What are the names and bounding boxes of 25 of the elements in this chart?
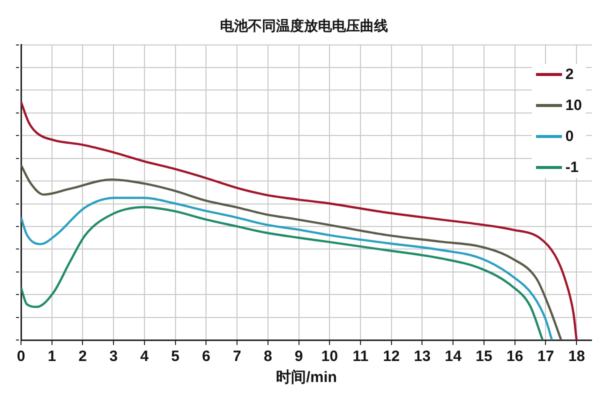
legend-label: -1 [565,159,579,176]
x-tick-label: 1 [48,348,56,366]
x-tick-label: 0 [16,348,26,366]
x-tick-label: 13 [414,348,431,366]
x-tick-label: 5 [171,348,180,366]
x-tick-label: 10 [321,348,338,366]
x-tick-label: 18 [568,348,585,366]
x-tick-label: 15 [476,348,492,366]
x-tick-label: 4 [140,348,150,366]
x-axis-title: 时间/min [276,369,337,386]
legend-label: 2 [565,66,574,83]
x-tick-label: 17 [537,348,554,366]
x-tick-label: 7 [232,348,242,366]
x-tick-label: 2 [78,348,87,366]
x-tick-label: 8 [264,348,272,366]
legend-label: 10 [565,97,582,114]
x-tick-label: 12 [383,348,400,366]
x-tick-label: 11 [352,348,368,366]
x-tick-label: 14 [444,348,462,366]
chart-title: 电池不同温度放电电压曲线 [220,17,388,34]
x-tick-label: 3 [109,348,118,366]
legend-label: 0 [565,128,574,145]
x-tick-label: 16 [506,348,524,366]
x-tick-label: 9 [294,348,303,366]
x-tick-label: 6 [202,348,210,366]
